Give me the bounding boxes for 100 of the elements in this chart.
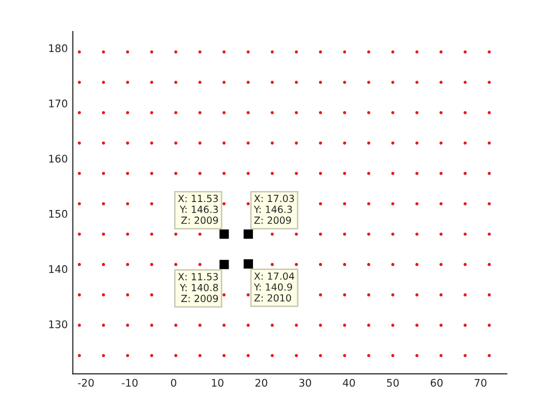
- point: [367, 80, 370, 84]
- point: [488, 141, 491, 145]
- point: [464, 324, 467, 327]
- point: [270, 111, 274, 114]
- point: [343, 80, 346, 84]
- point: [294, 111, 298, 114]
- x-tick-label: 70: [474, 378, 486, 387]
- point: [343, 232, 346, 236]
- point: [343, 141, 346, 145]
- point: [150, 50, 154, 54]
- point: [78, 202, 81, 206]
- point: [439, 80, 443, 84]
- point: [488, 324, 491, 327]
- point: [318, 80, 322, 84]
- y-tick-label: 160: [49, 154, 68, 163]
- point: [415, 354, 418, 358]
- point: [78, 262, 81, 266]
- point: [415, 141, 418, 145]
- point: [222, 141, 226, 145]
- x-tick-label: 60: [430, 378, 443, 387]
- y-tick-label: 140: [49, 265, 68, 274]
- point: [78, 111, 81, 114]
- point: [439, 202, 443, 206]
- point: [318, 141, 322, 145]
- point: [150, 172, 154, 175]
- point: [391, 202, 394, 206]
- point: [102, 293, 106, 296]
- point: [367, 50, 370, 54]
- point: [343, 293, 346, 296]
- point: [102, 202, 106, 206]
- point: [198, 232, 202, 236]
- point: [343, 111, 346, 114]
- point: [246, 141, 250, 145]
- point: [220, 229, 229, 239]
- point: [222, 172, 226, 175]
- point: [464, 50, 467, 54]
- point: [246, 172, 250, 175]
- point: [294, 324, 298, 327]
- point: [391, 80, 394, 84]
- x-tick-label: 0: [171, 378, 176, 387]
- point: [78, 324, 81, 327]
- point: [270, 262, 274, 266]
- point: [439, 262, 443, 266]
- x-tick-label: 40: [342, 378, 355, 387]
- point: [270, 141, 274, 145]
- point: [343, 50, 346, 54]
- annotation: X: 11.53 Y: 140.8 Z: 2009: [178, 272, 218, 302]
- point: [246, 111, 250, 114]
- point: [367, 111, 370, 114]
- point: [150, 232, 154, 236]
- point: [78, 172, 81, 175]
- point: [367, 232, 370, 236]
- point: [78, 232, 81, 236]
- point: [391, 172, 394, 175]
- point: [391, 354, 394, 358]
- point: [318, 111, 322, 114]
- point: [126, 232, 130, 236]
- point: [270, 232, 274, 236]
- point: [367, 141, 370, 145]
- point: [294, 262, 298, 266]
- point: [270, 50, 274, 54]
- point: [198, 111, 202, 114]
- point: [391, 293, 394, 296]
- point: [246, 354, 250, 358]
- point: [367, 262, 370, 266]
- point: [126, 324, 130, 327]
- y-tick-label: 180: [49, 44, 68, 52]
- point: [244, 259, 253, 269]
- point: [343, 324, 346, 327]
- point: [174, 354, 178, 358]
- point: [174, 111, 178, 114]
- point: [488, 262, 491, 266]
- point: [464, 354, 467, 358]
- point: [318, 50, 322, 54]
- point: [78, 293, 81, 296]
- point: [198, 324, 202, 327]
- point: [391, 111, 394, 114]
- point: [222, 80, 226, 84]
- point: [488, 172, 491, 175]
- point: [415, 232, 418, 236]
- point: [391, 141, 394, 145]
- point: [415, 111, 418, 114]
- point: [270, 172, 274, 175]
- point: [367, 324, 370, 327]
- point: [464, 141, 467, 145]
- point: [78, 141, 81, 145]
- point: [488, 232, 491, 236]
- point: [174, 172, 178, 175]
- point: [464, 232, 467, 236]
- point: [415, 262, 418, 266]
- point: [464, 262, 467, 266]
- point: [415, 172, 418, 175]
- point: [246, 324, 250, 327]
- x-tick-label: -10: [122, 378, 138, 387]
- point: [78, 354, 81, 358]
- point: [174, 262, 178, 266]
- point: [415, 80, 418, 84]
- annotation: X: 11.53 Y: 146.3 Z: 2009: [178, 194, 218, 224]
- point: [222, 354, 226, 358]
- point: [102, 172, 106, 175]
